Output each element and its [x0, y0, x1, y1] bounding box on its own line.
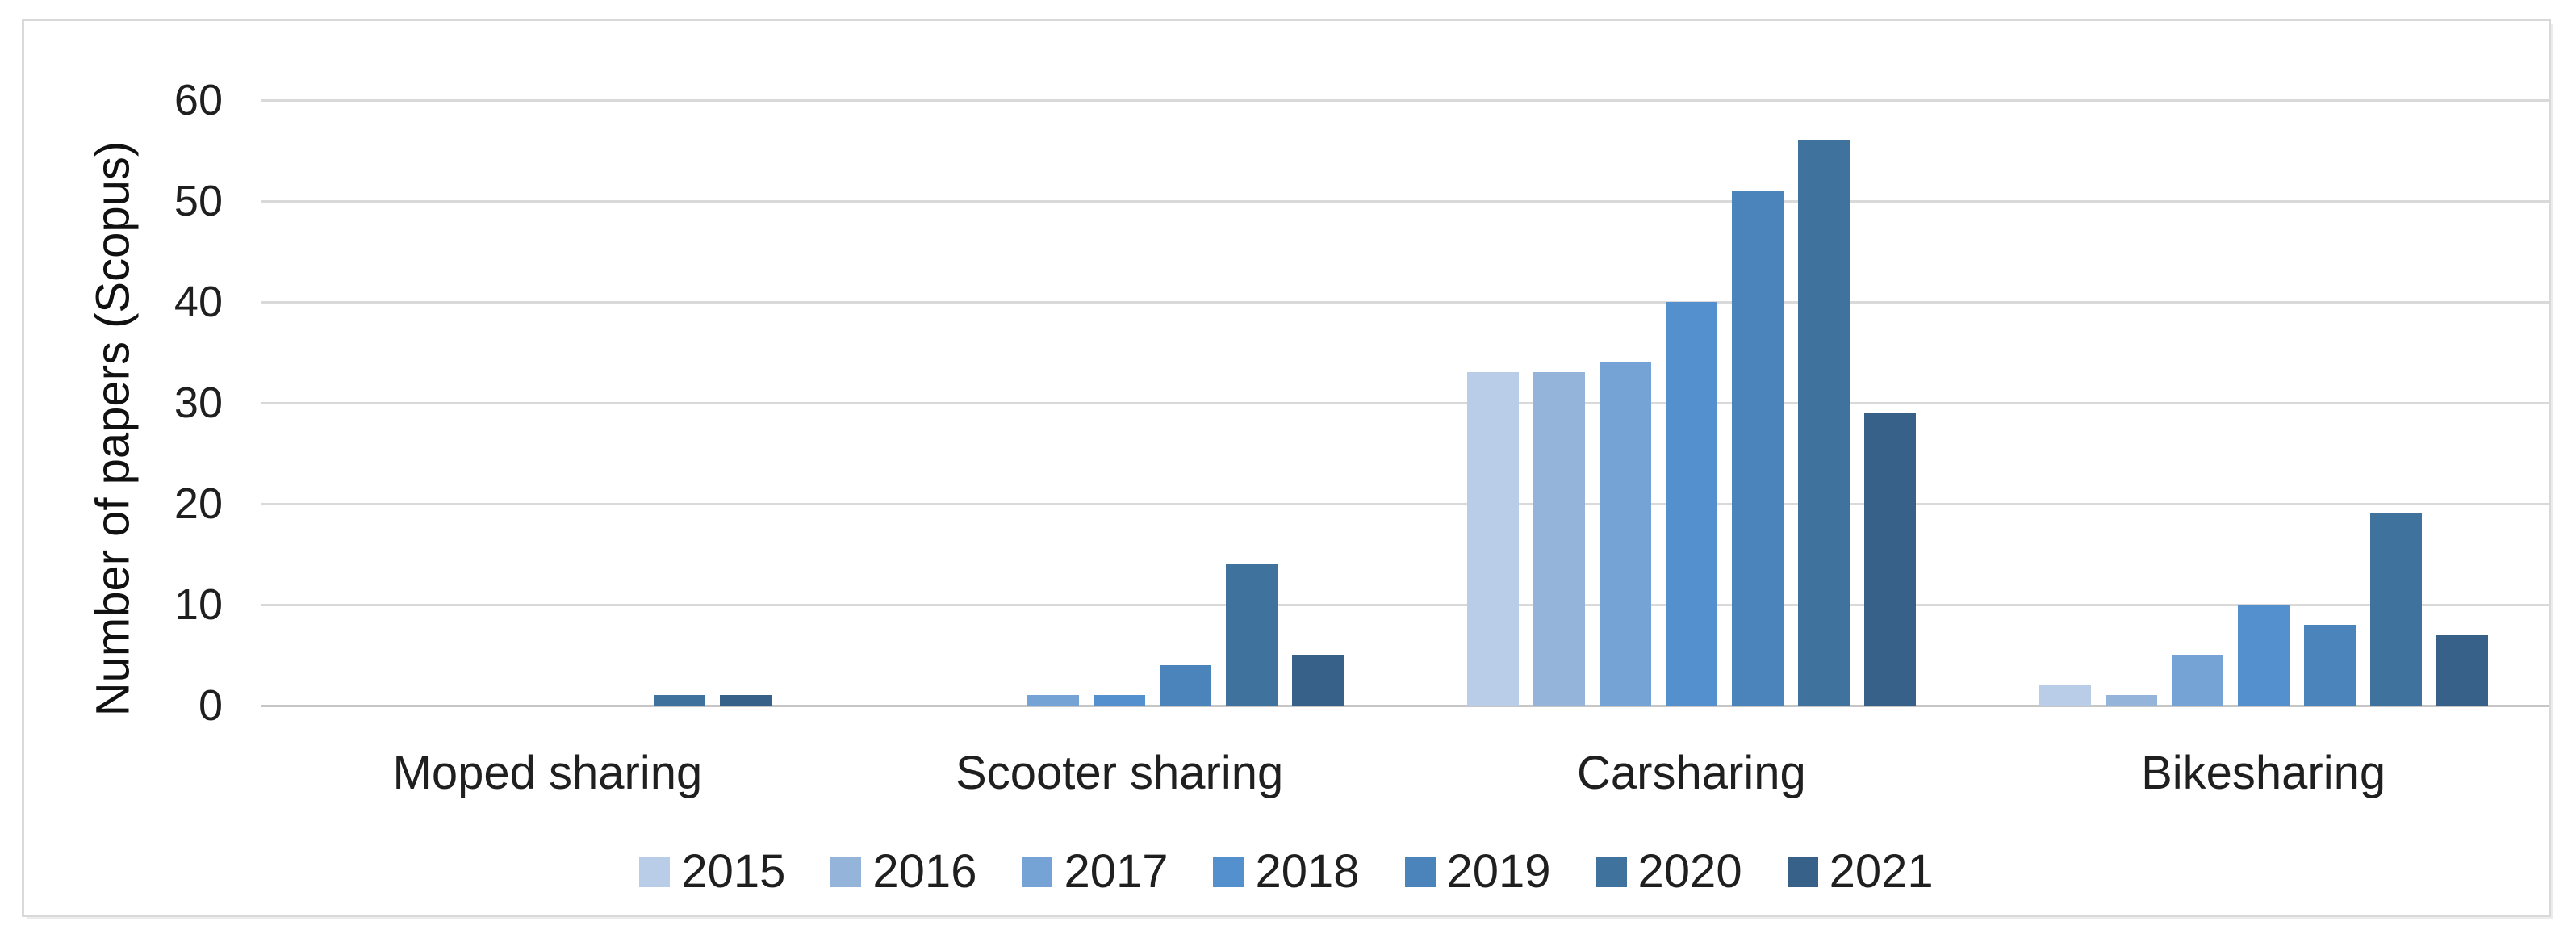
gridline-30 [261, 402, 2549, 404]
bar-scooter-sharing-2020 [1226, 564, 1278, 706]
bar-carsharing-2021 [1864, 413, 1916, 706]
legend-item-2015: 2015 [639, 848, 785, 895]
bar-bikesharing-2015 [2039, 685, 2091, 706]
bar-carsharing-2018 [1666, 302, 1717, 706]
bar-carsharing-2017 [1600, 362, 1651, 706]
legend-swatch-2019 [1404, 857, 1436, 887]
legend: 2015 2016 2017 2018 2019 2020 2021 [24, 848, 2549, 895]
bar-scooter-sharing-2018 [1094, 695, 1145, 706]
bar-bikesharing-2021 [2436, 635, 2488, 706]
legend-swatch-2018 [1213, 857, 1244, 887]
category-label-scooter-sharing: Scooter sharing [956, 747, 1284, 799]
bar-bikesharing-2018 [2238, 605, 2290, 706]
bar-moped-sharing-2020 [654, 695, 705, 706]
y-tick-label-30: 30 [174, 379, 223, 427]
bar-bikesharing-2020 [2370, 513, 2422, 706]
legend-item-2017: 2017 [1022, 848, 1168, 895]
bar-carsharing-2016 [1533, 372, 1585, 706]
plot-area [261, 99, 2549, 707]
gridline-20 [261, 503, 2549, 505]
legend-swatch-2015 [639, 857, 671, 887]
gridline-50 [261, 200, 2549, 203]
category-label-moped-sharing: Moped sharing [392, 747, 703, 799]
y-tick-label-50: 50 [174, 177, 223, 225]
bar-scooter-sharing-2017 [1027, 695, 1079, 706]
category-label-carsharing: Carsharing [1577, 747, 1806, 799]
y-axis-title: Number of papers (Scopus) [86, 140, 140, 717]
chart-frame: Number of papers (Scopus) 0 10 20 30 40 50 60 … [22, 19, 2551, 917]
legend-label-2020: 2020 [1637, 845, 1742, 898]
x-axis-line [261, 705, 2549, 707]
category-label-bikesharing: Bikesharing [2141, 747, 2386, 799]
legend-swatch-2021 [1787, 857, 1818, 887]
gridline-40 [261, 301, 2549, 304]
y-tick-label-10: 10 [174, 580, 223, 629]
legend-item-2018: 2018 [1213, 845, 1360, 898]
gridline-60 [261, 99, 2549, 102]
legend-swatch-2020 [1595, 857, 1627, 887]
y-tick-label-0: 0 [198, 681, 223, 730]
gridline-10 [261, 604, 2549, 606]
y-tick-label-20: 20 [174, 480, 223, 528]
legend-label-2017: 2017 [1064, 845, 1169, 898]
y-tick-label-40: 40 [174, 278, 223, 326]
legend-label-2021: 2021 [1829, 845, 1934, 898]
bar-bikesharing-2016 [2106, 695, 2157, 706]
legend-label-2015: 2015 [681, 845, 786, 898]
bar-scooter-sharing-2019 [1160, 665, 1211, 706]
bar-bikesharing-2019 [2304, 625, 2356, 706]
bar-carsharing-2015 [1467, 372, 1519, 706]
legend-item-2019: 2019 [1404, 845, 1551, 898]
legend-label-2019: 2019 [1446, 845, 1551, 898]
legend-item-2020: 2020 [1595, 845, 1742, 898]
bar-scooter-sharing-2021 [1292, 655, 1344, 706]
legend-item-2021: 2021 [1787, 845, 1934, 898]
legend-swatch-2017 [1022, 857, 1053, 887]
y-tick-label-60: 60 [174, 76, 223, 124]
legend-item-2016: 2016 [830, 848, 976, 895]
legend-label-2016: 2016 [872, 845, 977, 898]
bar-carsharing-2019 [1732, 191, 1784, 706]
bar-bikesharing-2017 [2172, 655, 2223, 706]
bar-carsharing-2020 [1798, 140, 1850, 706]
legend-label-2018: 2018 [1255, 845, 1360, 898]
bar-moped-sharing-2021 [720, 695, 772, 706]
legend-swatch-2016 [830, 857, 862, 887]
